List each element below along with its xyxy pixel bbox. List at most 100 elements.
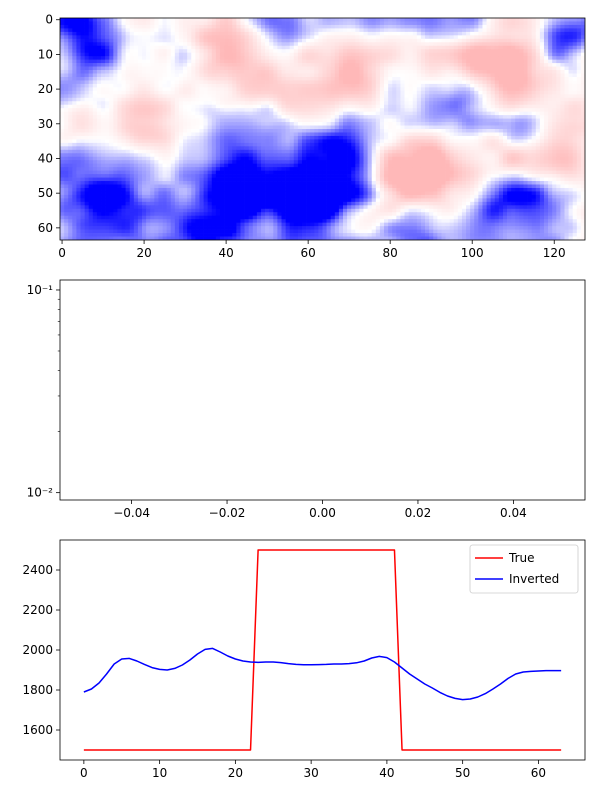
heatmap-cell: [293, 42, 299, 47]
heatmap-cell: [105, 97, 110, 102]
heatmap-cell: [347, 49, 352, 54]
heatmap-cell: [273, 90, 278, 95]
heatmap-cell: [64, 31, 69, 36]
heatmap-cell: [466, 122, 471, 126]
heatmap-cell: [285, 21, 291, 26]
heatmap-cell: [183, 87, 188, 92]
heatmap-cell: [527, 49, 533, 54]
heatmap-cell: [453, 28, 459, 33]
heatmap-cell: [338, 83, 344, 88]
heatmap-cell: [215, 73, 221, 78]
heatmap-cell: [88, 73, 94, 78]
heatmap-cell: [572, 90, 578, 95]
heatmap-cell: [219, 125, 225, 130]
heatmap-cell: [359, 21, 364, 26]
heatmap-cell: [228, 142, 233, 147]
heatmap-cell: [207, 87, 213, 92]
heatmap-cell: [535, 56, 541, 60]
heatmap-cell: [142, 80, 147, 85]
heatmap-cell: [232, 56, 237, 60]
heatmap-cell: [232, 118, 237, 123]
heatmap-cell: [117, 56, 122, 60]
heatmap-cell: [301, 139, 307, 144]
heatmap-cell: [466, 73, 471, 78]
heatmap-cell: [219, 52, 225, 57]
heatmap-cell: [412, 90, 418, 95]
heatmap-cell: [580, 35, 585, 40]
heatmap-cell: [211, 38, 217, 43]
heatmap-cell: [101, 38, 106, 43]
heatmap-cell: [256, 38, 262, 43]
heatmap-cell: [260, 35, 266, 40]
heatmap-cell: [285, 24, 291, 29]
heatmap-cell: [498, 63, 504, 67]
heatmap-cell: [371, 18, 377, 22]
heatmap-cell: [326, 129, 332, 133]
heatmap-cell: [88, 118, 94, 123]
heatmap-cell: [76, 42, 81, 47]
heatmap-cell: [318, 87, 323, 92]
heatmap-cell: [400, 104, 405, 109]
heatmap-cell: [72, 45, 77, 50]
heatmap-cell: [527, 142, 533, 147]
heatmap-cell: [170, 146, 176, 151]
heatmap-cell: [228, 135, 233, 140]
heatmap-cell: [191, 56, 196, 60]
heatmap-cell: [576, 21, 582, 26]
heatmap-cell: [96, 70, 102, 74]
heatmap-cell: [260, 56, 266, 60]
heatmap-cell: [232, 52, 237, 57]
heatmap-cell: [158, 87, 163, 92]
heatmap-cell: [404, 135, 409, 140]
heatmap-cell: [203, 73, 208, 78]
heatmap-cell: [310, 59, 315, 64]
heatmap-cell: [523, 59, 528, 64]
heatmap-cell: [72, 76, 77, 81]
heatmap-cell: [507, 38, 512, 43]
heatmap-cell: [178, 42, 184, 47]
heatmap-cell: [183, 18, 188, 22]
heatmap-cell: [232, 142, 237, 147]
heatmap-cell: [359, 125, 364, 130]
heatmap-cell: [412, 108, 418, 113]
heatmap-cell: [76, 66, 81, 71]
heatmap-cell: [207, 24, 213, 29]
heatmap-cell: [162, 38, 167, 43]
heatmap-cell: [445, 139, 450, 144]
heatmap-cell: [560, 122, 565, 126]
heatmap-cell: [535, 83, 541, 88]
heatmap-cell: [523, 73, 528, 78]
heatmap-cell: [228, 101, 233, 106]
heatmap-cell: [437, 38, 442, 43]
heatmap-cell: [400, 139, 405, 144]
heatmap-cell: [560, 42, 565, 47]
heatmap-cell: [297, 56, 303, 60]
heatmap-cell: [166, 59, 172, 64]
heatmap-cell: [527, 38, 533, 43]
heatmap-cell: [150, 132, 155, 137]
heatmap-cell: [539, 49, 545, 54]
heatmap-cell: [154, 76, 159, 81]
heatmap-cell: [461, 104, 467, 109]
heatmap-cell: [297, 76, 303, 81]
heatmap-cell: [461, 42, 467, 47]
heatmap-cell: [392, 94, 397, 99]
heatmap-cell: [117, 28, 122, 33]
heatmap-cell: [556, 135, 561, 140]
heatmap-cell: [552, 129, 557, 133]
heatmap-cell: [343, 97, 348, 102]
heatmap-cell: [293, 97, 299, 102]
heatmap-cell: [314, 56, 319, 60]
heatmap-cell: [252, 42, 258, 47]
heatmap-cell: [117, 31, 122, 36]
heatmap-cell: [207, 132, 213, 137]
heatmap-cell: [515, 49, 520, 54]
heatmap-cell: [355, 139, 360, 144]
heatmap-cell: [158, 49, 163, 54]
heatmap-cell: [293, 118, 299, 123]
heatmap-cell: [301, 31, 307, 36]
heatmap-cell: [507, 108, 512, 113]
heatmap-cell: [252, 21, 258, 26]
heatmap-cell: [425, 59, 430, 64]
heatmap-cell: [531, 28, 537, 33]
